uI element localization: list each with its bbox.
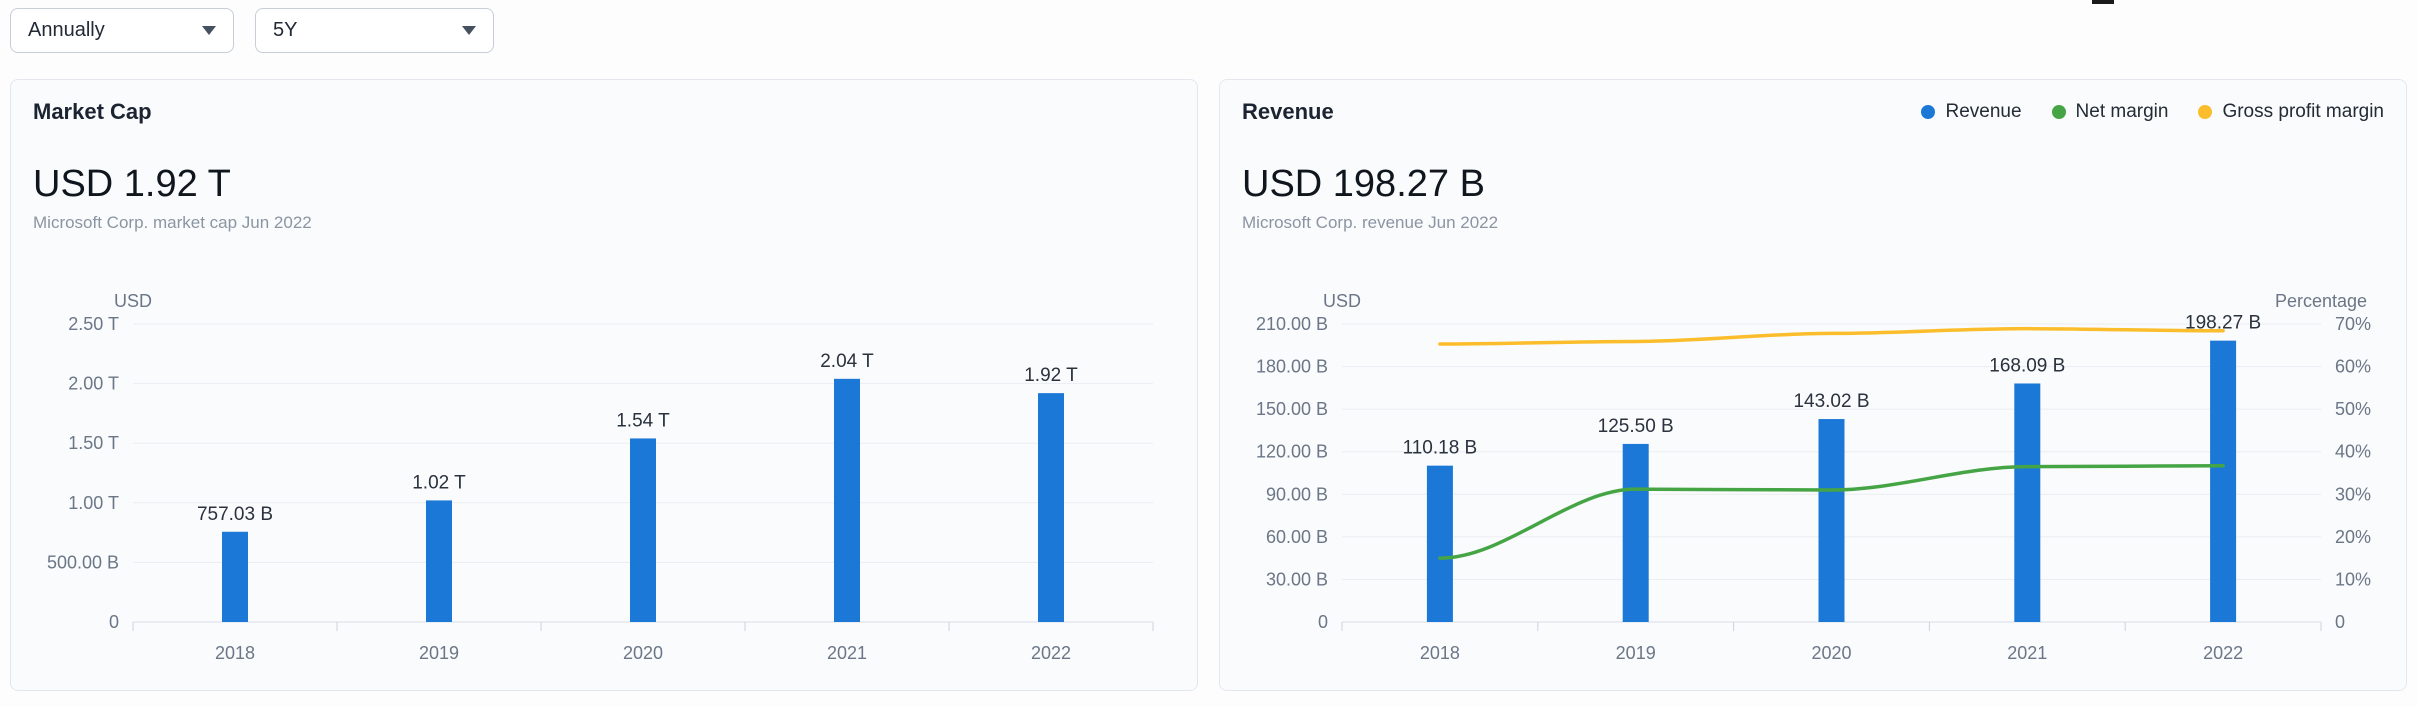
x-axis-label: 2019 — [1616, 643, 1656, 663]
range-dropdown-value: 5Y — [273, 19, 298, 41]
left-axis-tick-label: 120.00 B — [1256, 442, 1328, 462]
left-axis-tick-label: 60.00 B — [1266, 527, 1328, 547]
left-axis-name: USD — [1323, 291, 1361, 311]
right-axis-tick-label: 0 — [2335, 612, 2345, 632]
revenue-headline-value: USD 198.27 B — [1242, 163, 1485, 205]
x-axis-label: 2021 — [2007, 643, 2047, 663]
x-axis-label: 2020 — [1811, 643, 1851, 663]
bar-value-label: 110.18 B — [1403, 438, 1478, 459]
chevron-down-icon — [202, 26, 216, 35]
bar-value-label: 1.54 T — [616, 410, 670, 431]
left-axis-tick-label: 2.50 T — [68, 314, 119, 334]
left-axis-tick-label: 150.00 B — [1256, 399, 1328, 419]
x-axis-label: 2018 — [1420, 643, 1460, 663]
revenue-panel: Revenue Revenue Net margin Gross profit … — [1219, 79, 2407, 691]
legend-item-gross-profit-margin[interactable]: Gross profit margin — [2198, 101, 2384, 123]
bar-value-label: 757.03 B — [197, 504, 273, 525]
right-axis-tick-label: 60% — [2335, 357, 2371, 377]
bar-value-label: 1.92 T — [1024, 365, 1078, 386]
revenue-bar-2019[interactable] — [1622, 443, 1649, 622]
panels-row: Market Cap USD 1.92 T Microsoft Corp. ma… — [10, 79, 2407, 691]
bar-value-label: 168.09 B — [1989, 355, 2065, 376]
right-axis-tick-label: 50% — [2335, 399, 2371, 419]
gross-profit-margin-line[interactable] — [1438, 326, 2225, 346]
left-axis-tick-label: 0 — [109, 612, 119, 632]
market-cap-chart: 0 500.00 B 1.00 T 1.50 T 2.00 T 2.50 T USD 2018… — [47, 291, 1154, 663]
revenue-bar-2021[interactable] — [2014, 383, 2041, 622]
revenue-title: Revenue — [1242, 99, 1334, 124]
marketcap-bar-2018[interactable] — [222, 531, 248, 622]
legend-item-net-margin[interactable]: Net margin — [2051, 101, 2169, 123]
toolbar: Annually 5Y — [10, 8, 494, 53]
marketcap-bar-2020[interactable] — [630, 438, 656, 622]
bar-value-label: 125.50 B — [1598, 416, 1674, 437]
legend-dot-net-margin — [2051, 105, 2066, 119]
left-axis-tick-label: 1.00 T — [68, 493, 119, 513]
left-axis-name: USD — [114, 291, 152, 311]
range-dropdown[interactable]: 5Y — [255, 8, 494, 53]
right-axis-tick-label: 10% — [2335, 569, 2371, 589]
marketcap-bar-2022[interactable] — [1038, 393, 1064, 622]
left-axis-tick-label: 1.50 T — [68, 433, 119, 453]
screenshot-artifact — [2092, 0, 2114, 4]
left-axis-tick-label: 180.00 B — [1256, 357, 1328, 377]
x-axis-label: 2019 — [419, 643, 459, 663]
net-margin-line[interactable] — [1438, 464, 2225, 560]
right-axis-name: Percentage — [2275, 291, 2367, 311]
right-axis-tick-label: 30% — [2335, 484, 2371, 504]
right-axis-tick-label: 40% — [2335, 442, 2371, 462]
market-cap-panel-header: Market Cap — [33, 97, 1175, 127]
revenue-chart: 0 30.00 B 60.00 B 90.00 B 120.00 B 150.00 B 18… — [1256, 291, 2371, 663]
revenue-bar-2018[interactable] — [1426, 465, 1453, 622]
right-axis-tick-label: 20% — [2335, 527, 2371, 547]
x-axis-label: 2018 — [215, 643, 255, 663]
market-cap-headline-value: USD 1.92 T — [33, 163, 231, 205]
legend-label-gross-profit-margin: Gross profit margin — [2222, 101, 2384, 122]
left-axis-tick-label: 500.00 B — [47, 552, 119, 572]
market-cap-panel: Market Cap USD 1.92 T Microsoft Corp. ma… — [10, 79, 1198, 691]
marketcap-bar-2021[interactable] — [834, 378, 860, 622]
left-axis-tick-label: 2.00 T — [68, 374, 119, 394]
legend-label-net-margin: Net margin — [2075, 101, 2169, 122]
legend-dot-gross-profit-margin — [2198, 105, 2213, 119]
bar-value-label: 143.02 B — [1793, 391, 1869, 412]
bar-value-label: 1.02 T — [412, 472, 466, 493]
bar-value-label: 2.04 T — [820, 351, 874, 372]
left-axis-tick-label: 0 — [1318, 612, 1328, 632]
revenue-panel-header: Revenue Revenue Net margin Gross profit … — [1242, 97, 2384, 127]
legend-label-revenue: Revenue — [1945, 101, 2022, 122]
market-cap-subtitle: Microsoft Corp. market cap Jun 2022 — [33, 213, 312, 232]
market-cap-title: Market Cap — [33, 99, 152, 124]
revenue-bar-2020[interactable] — [1818, 419, 1845, 622]
right-axis-tick-label: 70% — [2335, 314, 2371, 334]
frequency-dropdown[interactable]: Annually — [10, 8, 234, 53]
left-axis-tick-label: 30.00 B — [1266, 569, 1328, 589]
legend-dot-revenue — [1921, 105, 1936, 119]
bar-value-label: 198.27 B — [2185, 313, 2261, 334]
chevron-down-icon — [462, 26, 476, 35]
revenue-bar-2022[interactable] — [2210, 340, 2237, 622]
x-axis-label: 2022 — [1031, 643, 1071, 663]
left-axis-tick-label: 90.00 B — [1266, 484, 1328, 504]
revenue-subtitle: Microsoft Corp. revenue Jun 2022 — [1242, 213, 1499, 232]
x-axis-label: 2020 — [623, 643, 663, 663]
left-axis-tick-label: 210.00 B — [1256, 314, 1328, 334]
x-axis-label: 2022 — [2203, 643, 2243, 663]
chart-legend: Revenue Net margin Gross profit margin — [1921, 101, 2384, 123]
legend-item-revenue[interactable]: Revenue — [1921, 101, 2022, 123]
marketcap-bar-2019[interactable] — [426, 500, 452, 622]
frequency-dropdown-value: Annually — [28, 19, 105, 41]
x-axis-label: 2021 — [827, 643, 867, 663]
